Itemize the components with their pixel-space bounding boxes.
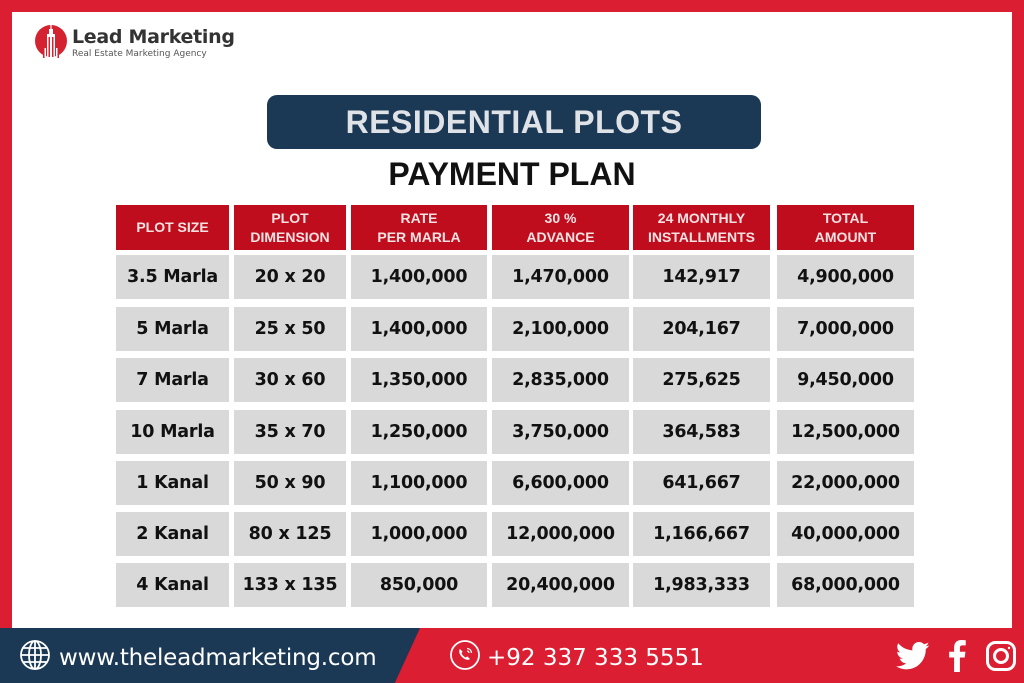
phone-number: +92 337 333 5551 xyxy=(487,644,704,671)
cell-installment: 1,983,333 xyxy=(633,563,770,607)
phone-link[interactable]: +92 337 333 5551 xyxy=(449,639,704,676)
cell-plot-dimension: 20 x 20 xyxy=(234,255,346,299)
cell-rate: 850,000 xyxy=(351,563,487,607)
page-title: RESIDENTIAL PLOTS xyxy=(345,103,683,140)
instagram-icon[interactable] xyxy=(984,639,1018,673)
cell-installment: 364,583 xyxy=(633,410,770,454)
website-text: www.theleadmarketing.com xyxy=(59,644,377,671)
cell-plot-dimension: 30 x 60 xyxy=(234,358,346,402)
facebook-icon[interactable] xyxy=(940,639,974,673)
header-total-amount: TOTAL AMOUNT xyxy=(777,205,914,250)
cell-plot-size: 10 Marla xyxy=(116,410,229,454)
footer-navy-section xyxy=(0,628,420,683)
cell-rate: 1,400,000 xyxy=(351,255,487,299)
title-banner: RESIDENTIAL PLOTS xyxy=(267,95,761,149)
header-plot-size: PLOT SIZE xyxy=(116,205,229,250)
cell-installment: 142,917 xyxy=(633,255,770,299)
brand-name: Lead Marketing xyxy=(72,26,235,48)
cell-plot-dimension: 80 x 125 xyxy=(234,512,346,556)
cell-total: 12,500,000 xyxy=(777,410,914,454)
website-link[interactable]: www.theleadmarketing.com xyxy=(19,639,377,676)
cell-advance: 20,400,000 xyxy=(492,563,629,607)
cell-rate: 1,350,000 xyxy=(351,358,487,402)
brand-tagline: Real Estate Marketing Agency xyxy=(72,49,207,59)
cell-rate: 1,250,000 xyxy=(351,410,487,454)
cell-advance: 2,100,000 xyxy=(492,307,629,351)
cell-plot-size: 5 Marla xyxy=(116,307,229,351)
brand-logo: Lead Marketing Real Estate Marketing Age… xyxy=(34,24,235,62)
cell-total: 68,000,000 xyxy=(777,563,914,607)
cell-installment: 1,166,667 xyxy=(633,512,770,556)
page-subtitle: PAYMENT PLAN xyxy=(388,156,636,192)
cell-installment: 204,167 xyxy=(633,307,770,351)
cell-plot-size: 4 Kanal xyxy=(116,563,229,607)
cell-plot-size: 2 Kanal xyxy=(116,512,229,556)
header-advance: 30 % ADVANCE xyxy=(492,205,629,250)
cell-plot-size: 3.5 Marla xyxy=(116,255,229,299)
cell-plot-size: 7 Marla xyxy=(116,358,229,402)
twitter-icon[interactable] xyxy=(896,639,930,673)
cell-plot-dimension: 35 x 70 xyxy=(234,410,346,454)
header-installments: 24 MONTHLY INSTALLMENTS xyxy=(633,205,770,250)
cell-installment: 641,667 xyxy=(633,461,770,505)
cell-total: 4,900,000 xyxy=(777,255,914,299)
footer-bar: www.theleadmarketing.com +92 337 333 555… xyxy=(0,628,1024,683)
cell-plot-size: 1 Kanal xyxy=(116,461,229,505)
cell-total: 7,000,000 xyxy=(777,307,914,351)
cell-total: 9,450,000 xyxy=(777,358,914,402)
building-logo-icon xyxy=(34,24,68,62)
globe-icon xyxy=(19,639,51,676)
header-rate-per-marla: RATE PER MARLA xyxy=(351,205,487,250)
cell-advance: 2,835,000 xyxy=(492,358,629,402)
cell-advance: 12,000,000 xyxy=(492,512,629,556)
cell-advance: 6,600,000 xyxy=(492,461,629,505)
cell-advance: 3,750,000 xyxy=(492,410,629,454)
cell-total: 40,000,000 xyxy=(777,512,914,556)
cell-plot-dimension: 50 x 90 xyxy=(234,461,346,505)
cell-installment: 275,625 xyxy=(633,358,770,402)
social-links xyxy=(896,639,1018,673)
cell-plot-dimension: 133 x 135 xyxy=(234,563,346,607)
cell-plot-dimension: 25 x 50 xyxy=(234,307,346,351)
header-plot-dimension: PLOT DIMENSION xyxy=(234,205,346,250)
cell-rate: 1,000,000 xyxy=(351,512,487,556)
cell-total: 22,000,000 xyxy=(777,461,914,505)
phone-icon xyxy=(449,639,481,676)
cell-rate: 1,400,000 xyxy=(351,307,487,351)
cell-rate: 1,100,000 xyxy=(351,461,487,505)
cell-advance: 1,470,000 xyxy=(492,255,629,299)
